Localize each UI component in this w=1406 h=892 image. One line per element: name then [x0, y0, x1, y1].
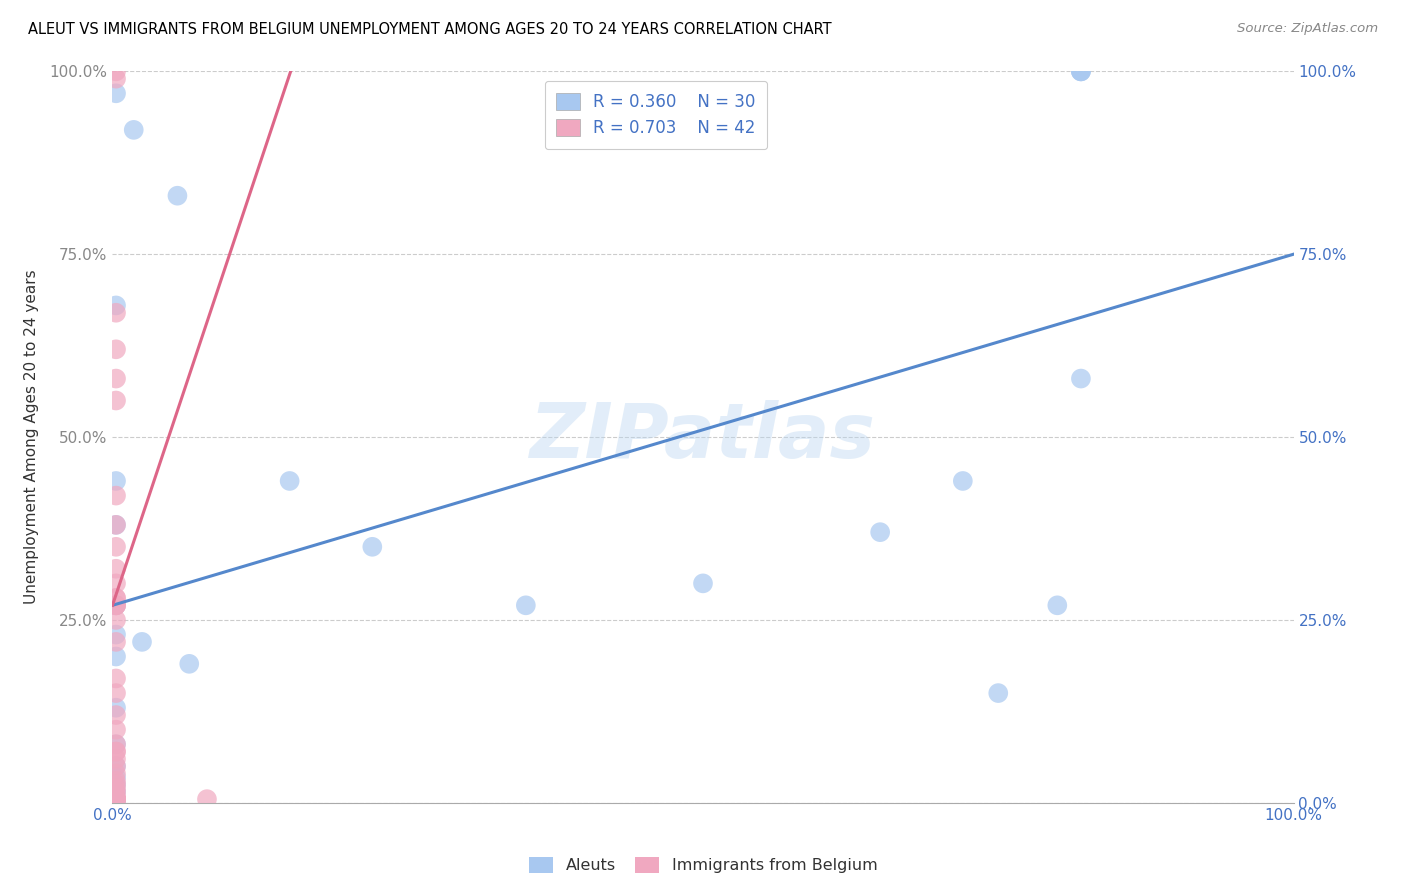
Point — [987, 686, 1010, 700]
Point — [1070, 64, 1092, 78]
Point — [105, 792, 128, 806]
Point — [105, 796, 128, 810]
Point — [515, 599, 537, 613]
Point — [195, 792, 218, 806]
Point — [105, 649, 128, 664]
Point — [692, 576, 714, 591]
Point — [105, 766, 128, 780]
Point — [952, 474, 974, 488]
Y-axis label: Unemployment Among Ages 20 to 24 years: Unemployment Among Ages 20 to 24 years — [24, 269, 38, 605]
Point — [105, 517, 128, 532]
Point — [105, 71, 128, 86]
Point — [105, 792, 128, 806]
Point — [1070, 64, 1092, 78]
Point — [105, 627, 128, 641]
Point — [105, 785, 128, 799]
Point — [105, 635, 128, 649]
Point — [105, 792, 128, 806]
Point — [179, 657, 201, 671]
Legend: Aleuts, Immigrants from Belgium: Aleuts, Immigrants from Belgium — [523, 850, 883, 880]
Point — [105, 792, 128, 806]
Point — [122, 123, 145, 137]
Point — [105, 785, 128, 799]
Point — [105, 591, 128, 605]
Point — [105, 745, 128, 759]
Point — [105, 792, 128, 806]
Point — [105, 737, 128, 751]
Point — [105, 792, 128, 806]
Point — [105, 613, 128, 627]
Point — [105, 723, 128, 737]
Point — [105, 672, 128, 686]
Point — [105, 343, 128, 357]
Point — [869, 525, 891, 540]
Point — [105, 489, 128, 503]
Point — [105, 770, 128, 784]
Point — [105, 737, 128, 751]
Point — [105, 789, 128, 803]
Legend: R = 0.360    N = 30, R = 0.703    N = 42: R = 0.360 N = 30, R = 0.703 N = 42 — [544, 81, 766, 149]
Point — [105, 773, 128, 788]
Text: ZIPatlas: ZIPatlas — [530, 401, 876, 474]
Point — [105, 591, 128, 605]
Point — [105, 87, 128, 101]
Point — [105, 759, 128, 773]
Point — [105, 792, 128, 806]
Point — [105, 599, 128, 613]
Text: ALEUT VS IMMIGRANTS FROM BELGIUM UNEMPLOYMENT AMONG AGES 20 TO 24 YEARS CORRELAT: ALEUT VS IMMIGRANTS FROM BELGIUM UNEMPLO… — [28, 22, 832, 37]
Point — [105, 781, 128, 796]
Point — [105, 759, 128, 773]
Point — [105, 745, 128, 759]
Point — [1070, 64, 1092, 78]
Point — [105, 700, 128, 714]
Point — [105, 298, 128, 312]
Point — [105, 562, 128, 576]
Point — [1046, 599, 1069, 613]
Text: Source: ZipAtlas.com: Source: ZipAtlas.com — [1237, 22, 1378, 36]
Point — [278, 474, 301, 488]
Point — [105, 64, 128, 78]
Point — [105, 576, 128, 591]
Point — [166, 188, 188, 202]
Point — [105, 306, 128, 320]
Point — [105, 752, 128, 766]
Point — [105, 393, 128, 408]
Point — [105, 540, 128, 554]
Point — [105, 599, 128, 613]
Point — [105, 792, 128, 806]
Point — [105, 777, 128, 792]
Point — [105, 708, 128, 723]
Point — [361, 540, 384, 554]
Point — [105, 599, 128, 613]
Point — [1070, 371, 1092, 385]
Point — [105, 777, 128, 792]
Point — [105, 517, 128, 532]
Point — [105, 371, 128, 385]
Point — [131, 635, 153, 649]
Point — [105, 686, 128, 700]
Point — [105, 599, 128, 613]
Point — [105, 474, 128, 488]
